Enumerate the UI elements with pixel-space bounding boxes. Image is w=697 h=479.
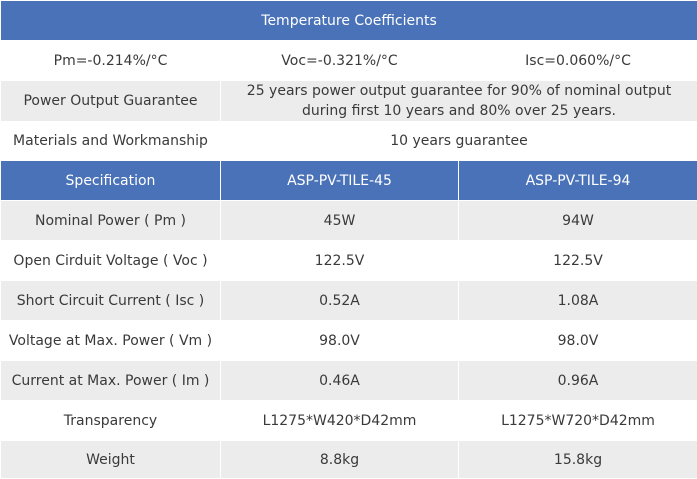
row-label: Current at Max. Power ( Im ) [1,361,221,401]
materials-label: Materials and Workmanship [1,122,221,161]
power-guarantee-row: Power Output Guarantee 25 years power ou… [1,81,697,122]
table-row: Current at Max. Power ( Im ) 0.46A 0.96A [1,361,697,401]
isc-coefficient: Isc=0.060%/°C [459,41,697,81]
temperature-header-row: Temperature Coefficients [1,1,697,41]
table-row: Transparency L1275*W420*D42mm L1275*W720… [1,401,697,441]
row-label: Weight [1,441,221,479]
spec-header-model-94: ASP-PV-TILE-94 [459,161,697,201]
temperature-title: Temperature Coefficients [1,1,697,41]
row-value-94: 94W [459,201,697,241]
spec-header-label: Specification [1,161,221,201]
row-value-94: L1275*W720*D42mm [459,401,697,441]
table-row: Weight 8.8kg 15.8kg [1,441,697,479]
voc-coefficient: Voc=-0.321%/°C [221,41,459,81]
row-value-45: 98.0V [221,321,459,361]
row-label: Short Circuit Current ( Isc ) [1,281,221,321]
row-value-94: 98.0V [459,321,697,361]
pm-coefficient: Pm=-0.214%/°C [1,41,221,81]
row-value-45: 0.46A [221,361,459,401]
row-value-94: 1.08A [459,281,697,321]
row-value-94: 0.96A [459,361,697,401]
row-value-45: 8.8kg [221,441,459,479]
power-guarantee-value: 25 years power output guarantee for 90% … [221,81,697,122]
row-value-45: L1275*W420*D42mm [221,401,459,441]
table-row: Voltage at Max. Power ( Vm ) 98.0V 98.0V [1,321,697,361]
row-label: Nominal Power ( Pm ) [1,201,221,241]
row-value-94: 122.5V [459,241,697,281]
materials-row: Materials and Workmanship 10 years guara… [1,122,697,161]
table-row: Nominal Power ( Pm ) 45W 94W [1,201,697,241]
power-guarantee-label: Power Output Guarantee [1,81,221,122]
temperature-values-row: Pm=-0.214%/°C Voc=-0.321%/°C Isc=0.060%/… [1,41,697,81]
row-value-45: 0.52A [221,281,459,321]
row-label: Transparency [1,401,221,441]
row-value-45: 122.5V [221,241,459,281]
row-label: Voltage at Max. Power ( Vm ) [1,321,221,361]
row-value-45: 45W [221,201,459,241]
spec-header-model-45: ASP-PV-TILE-45 [221,161,459,201]
table-row: Open Cirduit Voltage ( Voc ) 122.5V 122.… [1,241,697,281]
materials-value: 10 years guarantee [221,122,697,161]
table-row: Short Circuit Current ( Isc ) 0.52A 1.08… [1,281,697,321]
row-value-94: 15.8kg [459,441,697,479]
row-label: Open Cirduit Voltage ( Voc ) [1,241,221,281]
spec-header-row: Specification ASP-PV-TILE-45 ASP-PV-TILE… [1,161,697,201]
